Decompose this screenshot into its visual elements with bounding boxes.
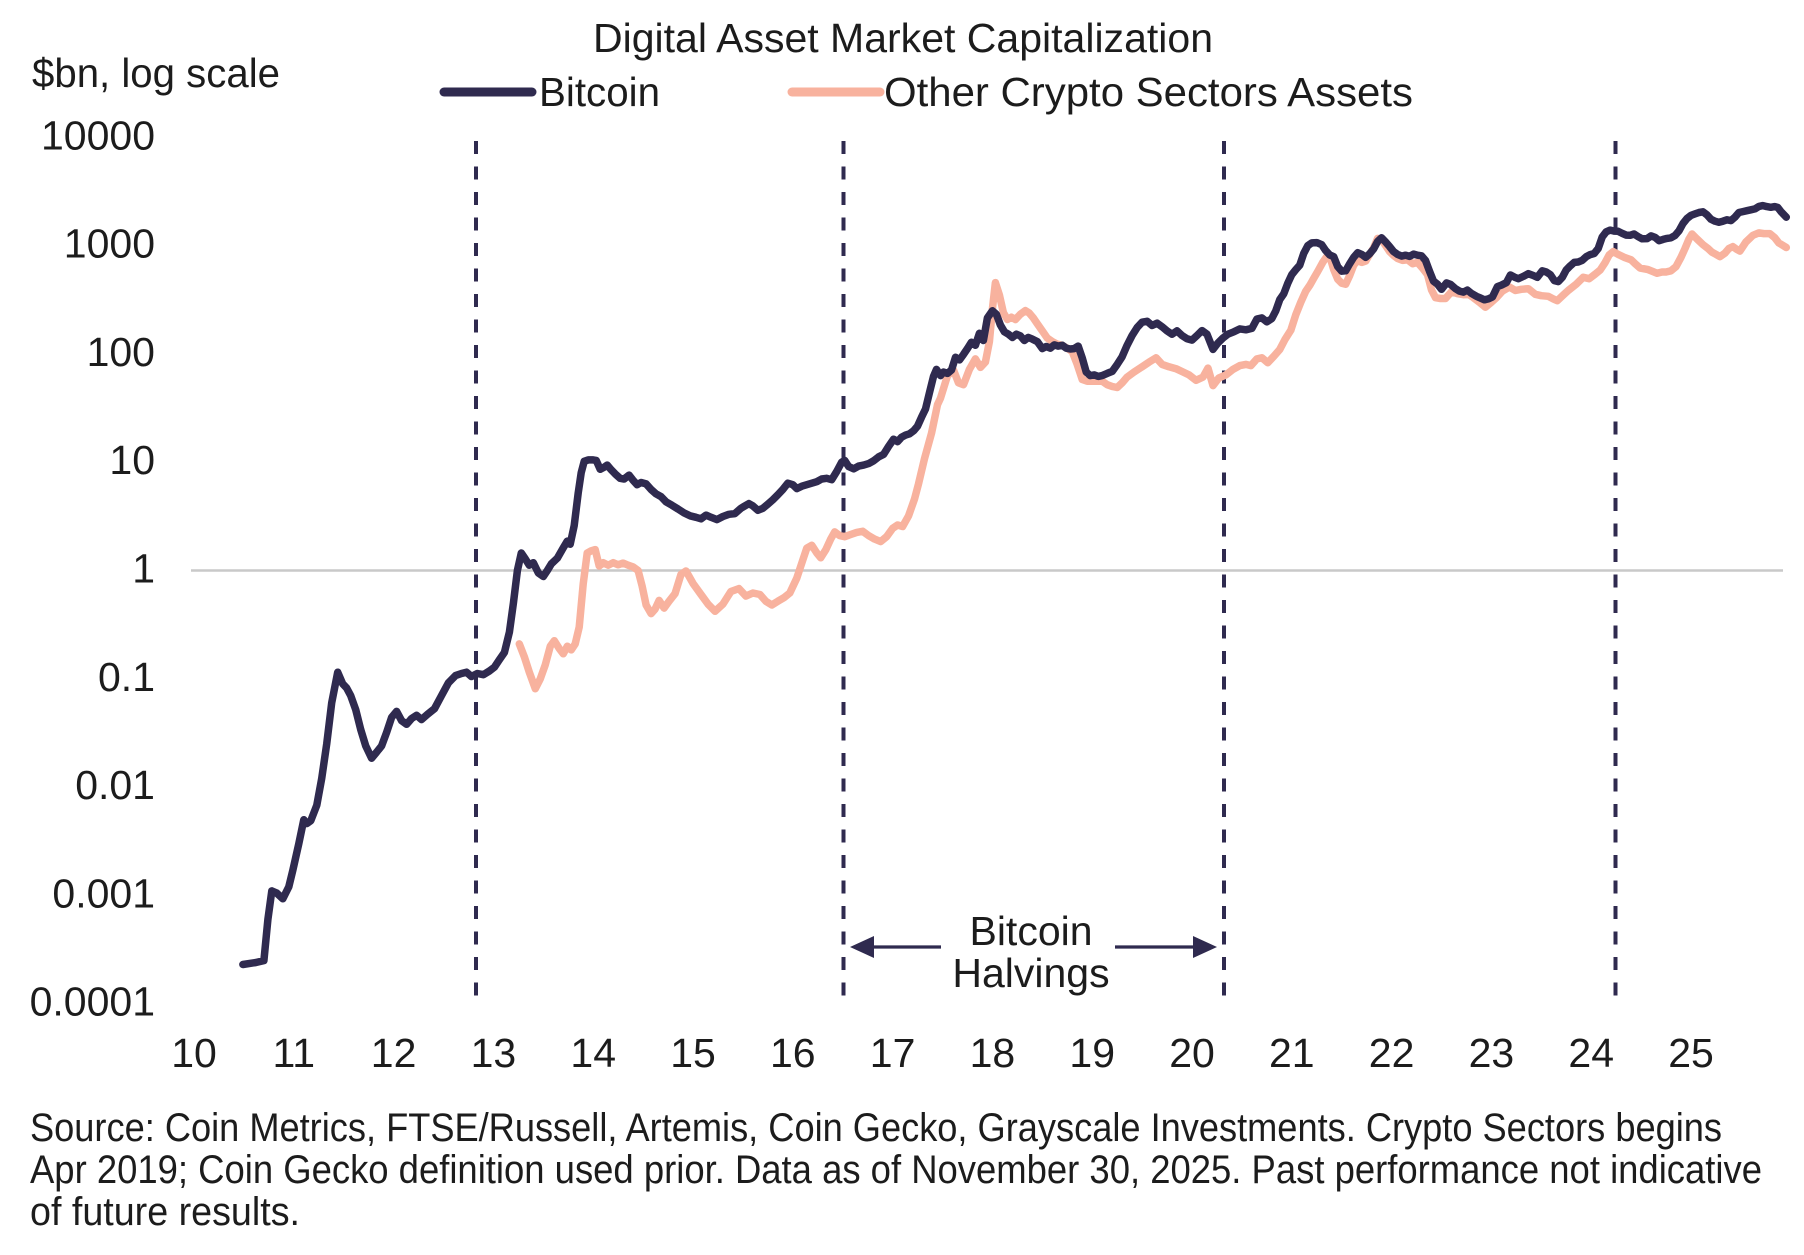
svg-text:18: 18 (970, 1030, 1016, 1076)
svg-text:0.001: 0.001 (52, 870, 155, 916)
svg-text:16: 16 (770, 1030, 816, 1076)
svg-text:24: 24 (1568, 1030, 1614, 1076)
svg-text:19: 19 (1069, 1030, 1115, 1076)
svg-text:20: 20 (1169, 1030, 1215, 1076)
svg-text:23: 23 (1469, 1030, 1515, 1076)
svg-text:25: 25 (1668, 1030, 1714, 1076)
svg-text:10: 10 (109, 437, 155, 483)
svg-text:Source: Coin Metrics, FTSE/Rus: Source: Coin Metrics, FTSE/Russell, Arte… (30, 1106, 1722, 1150)
svg-text:Halvings: Halvings (952, 950, 1109, 996)
svg-text:1: 1 (132, 546, 155, 592)
svg-text:22: 22 (1369, 1030, 1415, 1076)
svg-text:14: 14 (570, 1030, 616, 1076)
svg-text:0.01: 0.01 (75, 762, 155, 808)
svg-text:0.0001: 0.0001 (30, 979, 155, 1025)
svg-text:10: 10 (171, 1030, 217, 1076)
svg-text:13: 13 (471, 1030, 517, 1076)
svg-text:of future results.: of future results. (30, 1190, 300, 1234)
svg-text:15: 15 (670, 1030, 716, 1076)
svg-text:Bitcoin: Bitcoin (969, 908, 1092, 954)
svg-text:Other Crypto Sectors Assets: Other Crypto Sectors Assets (884, 69, 1413, 115)
svg-text:$bn, log scale: $bn, log scale (32, 50, 280, 96)
svg-text:Digital Asset Market Capitaliz: Digital Asset Market Capitalization (593, 15, 1213, 61)
svg-text:12: 12 (371, 1030, 417, 1076)
svg-text:1000: 1000 (64, 221, 155, 267)
svg-text:100: 100 (87, 329, 155, 375)
svg-text:21: 21 (1269, 1030, 1315, 1076)
svg-text:Bitcoin: Bitcoin (539, 69, 660, 115)
svg-text:10000: 10000 (41, 112, 155, 158)
svg-text:17: 17 (870, 1030, 916, 1076)
svg-text:11: 11 (273, 1030, 316, 1076)
svg-text:0.1: 0.1 (98, 654, 155, 700)
svg-text:Apr 2019; Coin Gecko definitio: Apr 2019; Coin Gecko definition used pri… (30, 1148, 1762, 1192)
